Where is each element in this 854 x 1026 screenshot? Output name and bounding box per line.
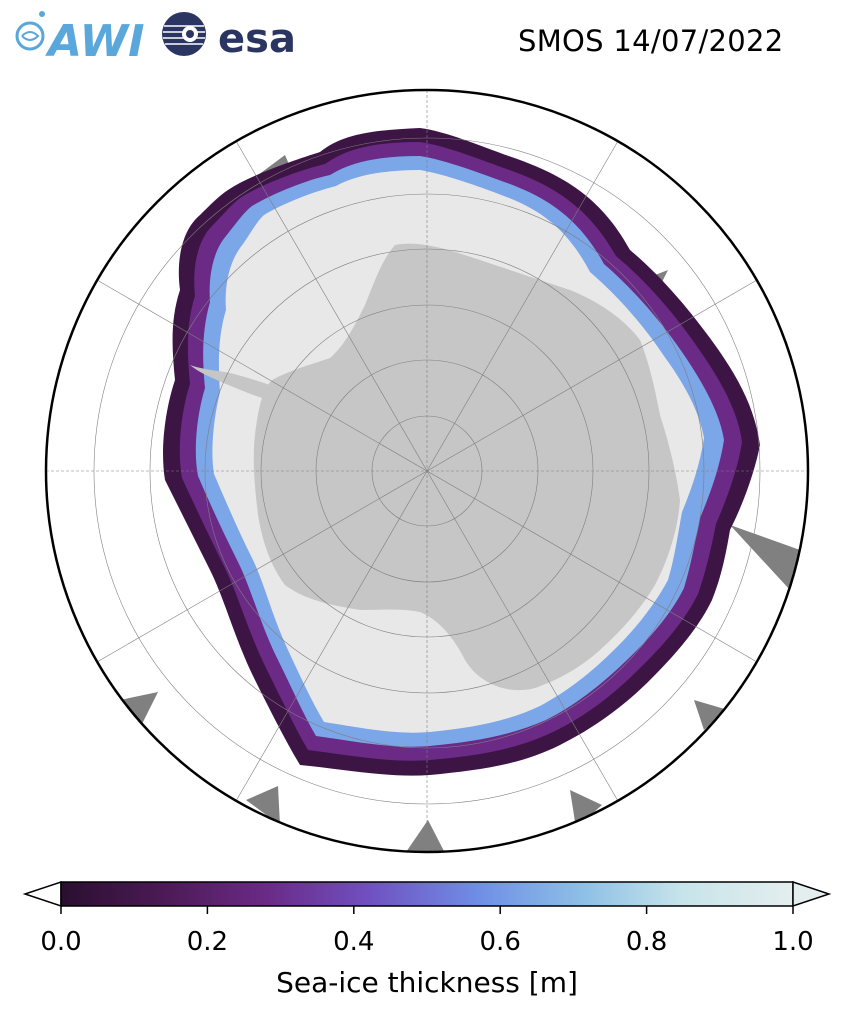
colorbar-tick-label: 0.2: [187, 927, 228, 957]
sea-ice-map: [44, 88, 810, 854]
colorbar-label: Sea-ice thickness [m]: [276, 966, 578, 999]
map-title: SMOS 14/07/2022: [518, 24, 784, 58]
esa-logo: esa: [162, 12, 296, 62]
colorbar-tick-label: 1.0: [772, 927, 813, 957]
map-boundary: [44, 88, 810, 854]
colorbar-tick-label: 0.0: [40, 927, 81, 957]
colorbar-tick-label: 0.4: [333, 927, 374, 957]
logos: AWI esa: [15, 11, 296, 66]
antarctic-peninsula: [190, 365, 270, 400]
colorbar: 0.0 0.2 0.4 0.6 0.8 1.0 Sea-ice thickness [m]: [22, 880, 832, 999]
colorbar-tick-label: 0.6: [480, 927, 521, 957]
awi-logo-text: AWI: [45, 16, 145, 66]
colorbar-extend-low: [22, 880, 62, 908]
awi-logo: AWI: [15, 11, 145, 66]
no-data-wedges: [120, 155, 800, 852]
graticule: [46, 90, 808, 852]
colorbar-gradient: [60, 881, 794, 907]
colorbar-extend-high: [792, 880, 832, 908]
esa-logo-text: esa: [218, 16, 296, 62]
colorbar-tick-label: 0.8: [626, 927, 667, 957]
colorbar-ticks: 0.0 0.2 0.4 0.6 0.8 1.0: [40, 906, 814, 957]
